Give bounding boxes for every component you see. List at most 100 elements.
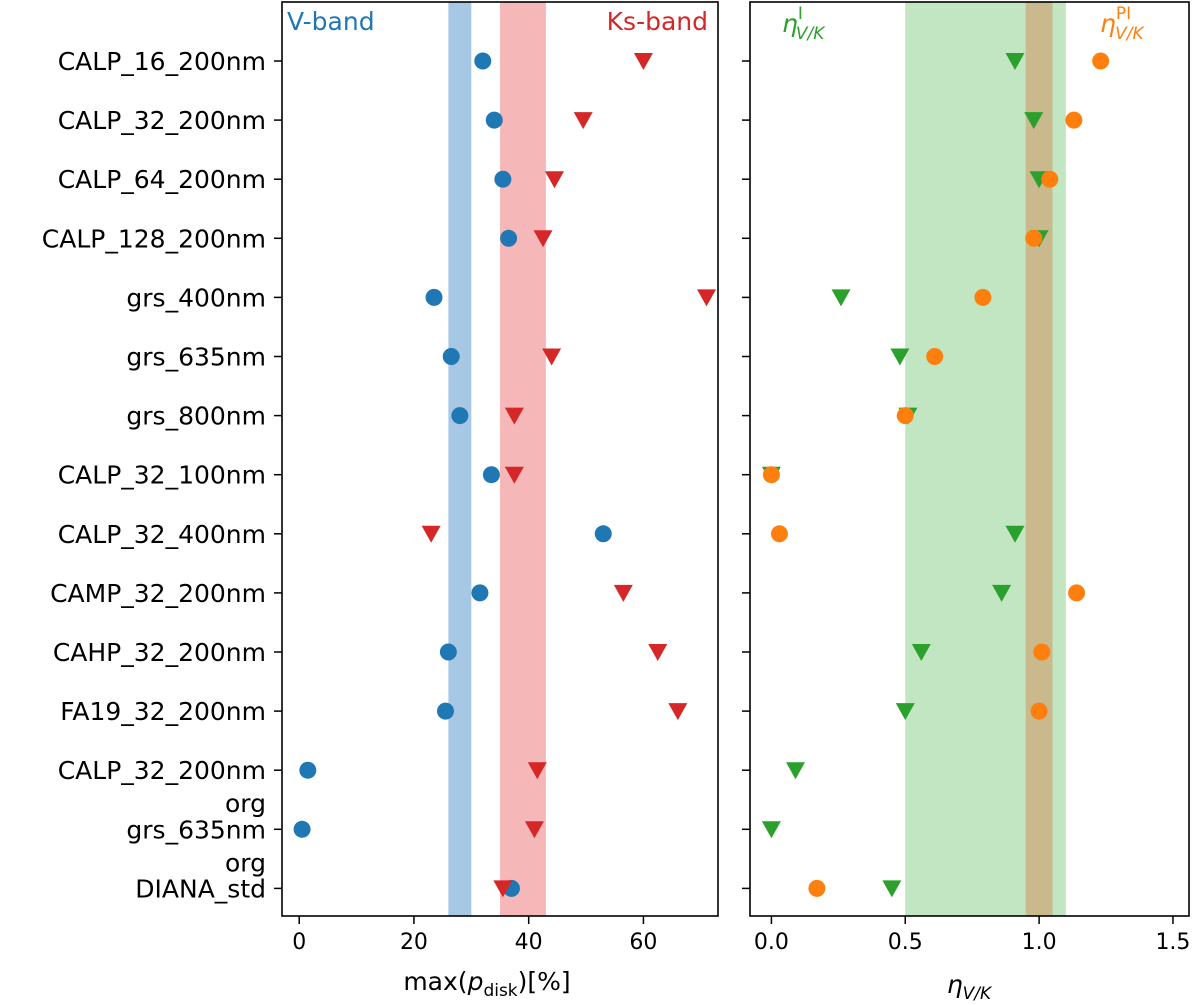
- category-label-line: org: [225, 789, 266, 818]
- eta-i-main: η: [782, 9, 798, 38]
- left-axes-frame: [281, 1, 719, 917]
- right-point-s0-12: [786, 762, 806, 780]
- right-band-1: [1025, 2, 1053, 916]
- category-label-4: grs_400nm: [126, 283, 266, 312]
- v-band-label: V-band: [287, 7, 375, 36]
- right-point-s0-0: [1005, 53, 1025, 70]
- eta-pi-legend-label: ηPI V/K: [1100, 4, 1145, 44]
- left-point-s1-7: [504, 466, 524, 484]
- category-label-14: DIANA_std: [135, 874, 266, 903]
- category-label-10: CAHP_32_200nm: [53, 638, 266, 667]
- category-label-6: grs_800nm: [126, 402, 266, 431]
- left-bands: [448, 2, 546, 916]
- right-point-s0-14: [882, 880, 902, 898]
- category-label-11: FA19_32_200nm: [60, 697, 266, 726]
- left-point-s1-1: [573, 112, 593, 130]
- left-point-s0-5: [442, 348, 460, 365]
- right-data-points: [761, 52, 1110, 898]
- left-point-s1-11: [668, 703, 688, 721]
- left-point-s1-4: [697, 289, 717, 307]
- left-point-s0-12: [299, 761, 317, 779]
- right-point-s1-10: [1033, 643, 1051, 661]
- left-data-points: [293, 52, 717, 898]
- left-band-1: [500, 2, 546, 916]
- eta-i-legend-label: ηI V/K: [782, 4, 826, 44]
- right-panel: 0.0 0.5 1.0 1.5 ηI V/K ηPI V/K ηV/K: [742, 1, 1190, 1004]
- left-point-s1-8: [421, 525, 441, 543]
- left-point-s0-2: [494, 170, 512, 188]
- category-label-8: CALP_32_400nm: [58, 520, 266, 549]
- category-label-9: CAMP_32_200nm: [50, 579, 266, 608]
- right-axes-frame: [749, 1, 1190, 917]
- left-point-s0-4: [425, 288, 443, 306]
- right-bands: [905, 2, 1066, 916]
- right-point-s0-1: [1024, 112, 1044, 130]
- left-point-s1-5: [542, 348, 562, 366]
- left-x-tick-label: 40: [515, 930, 543, 955]
- right-point-s1-1: [1065, 111, 1083, 129]
- left-point-s1-3: [533, 230, 553, 248]
- category-label-0: CALP_16_200nm: [58, 47, 266, 76]
- left-panel: 0 20 40 60 CALP_16_200nm CALP_32_200nm CALP_6…: [42, 1, 719, 1001]
- right-point-s1-9: [1068, 584, 1086, 602]
- category-label-1: CALP_32_200nm: [58, 106, 266, 135]
- category-label-line: grs_635nm: [126, 815, 266, 844]
- right-point-s0-4: [831, 289, 851, 307]
- right-point-s1-6: [896, 407, 914, 425]
- left-point-s1-6: [504, 407, 524, 425]
- left-point-s1-2: [545, 171, 564, 189]
- right-x-ticks: 0.0 0.5 1.0 1.5: [742, 60, 1190, 955]
- category-label-2: CALP_64_200nm: [58, 165, 266, 194]
- left-point-s0-7: [482, 466, 500, 484]
- left-x-axis-label: max(pdisk)[%]: [403, 967, 570, 1001]
- category-label-7: CALP_32_100nm: [58, 461, 266, 490]
- eta-i-sup: I: [798, 4, 803, 24]
- left-x-tick-label: 60: [629, 930, 657, 955]
- left-point-s1-9: [613, 584, 633, 602]
- ks-band-label: Ks-band: [607, 7, 708, 36]
- left-x-tick-label: 20: [400, 930, 428, 955]
- eta-pi-sup: PI: [1116, 4, 1131, 24]
- eta-pi-main: η: [1100, 9, 1116, 38]
- right-point-s1-7: [762, 466, 780, 484]
- category-label-3: CALP_128_200nm: [42, 224, 266, 253]
- eta-i-sub: V/K: [796, 24, 826, 44]
- category-label-line: CALP_32_200nm: [58, 756, 266, 785]
- right-point-s1-3: [1025, 229, 1043, 247]
- left-point-s0-1: [485, 111, 503, 129]
- right-point-s0-10: [911, 644, 931, 661]
- left-point-s0-9: [471, 584, 489, 602]
- left-x-ticks: 0 20 40 60: [292, 916, 657, 955]
- left-point-s0-8: [594, 525, 612, 543]
- right-x-tick-label: 1.0: [1022, 930, 1057, 955]
- right-point-s0-8: [1005, 525, 1025, 543]
- right-point-s0-5: [890, 348, 910, 366]
- right-point-s1-4: [974, 288, 992, 306]
- right-point-s1-14: [808, 879, 826, 897]
- right-point-s0-13: [761, 821, 781, 839]
- left-point-s1-12: [527, 762, 547, 780]
- right-point-s1-8: [770, 525, 788, 543]
- right-point-s0-9: [992, 584, 1012, 602]
- left-point-s0-3: [500, 229, 518, 247]
- right-point-s1-11: [1030, 702, 1048, 720]
- right-x-tick-label: 0.0: [754, 930, 789, 955]
- right-point-s1-5: [926, 348, 944, 365]
- left-band-0: [448, 2, 472, 916]
- right-point-s1-0: [1092, 52, 1110, 70]
- category-labels: CALP_16_200nm CALP_32_200nm CALP_64_200nm C…: [42, 47, 266, 903]
- category-label-line: org: [225, 848, 266, 877]
- left-point-s0-0: [474, 52, 492, 70]
- left-point-s0-6: [451, 407, 469, 425]
- left-point-s1-13: [524, 821, 544, 839]
- left-point-s0-13: [293, 820, 311, 838]
- eta-pi-sub: V/K: [1115, 24, 1145, 44]
- left-point-s1-14: [493, 880, 513, 898]
- right-x-tick-label: 1.5: [1155, 930, 1190, 955]
- left-point-s1-0: [633, 53, 653, 70]
- left-point-s0-11: [437, 702, 454, 720]
- left-point-s1-10: [648, 644, 668, 661]
